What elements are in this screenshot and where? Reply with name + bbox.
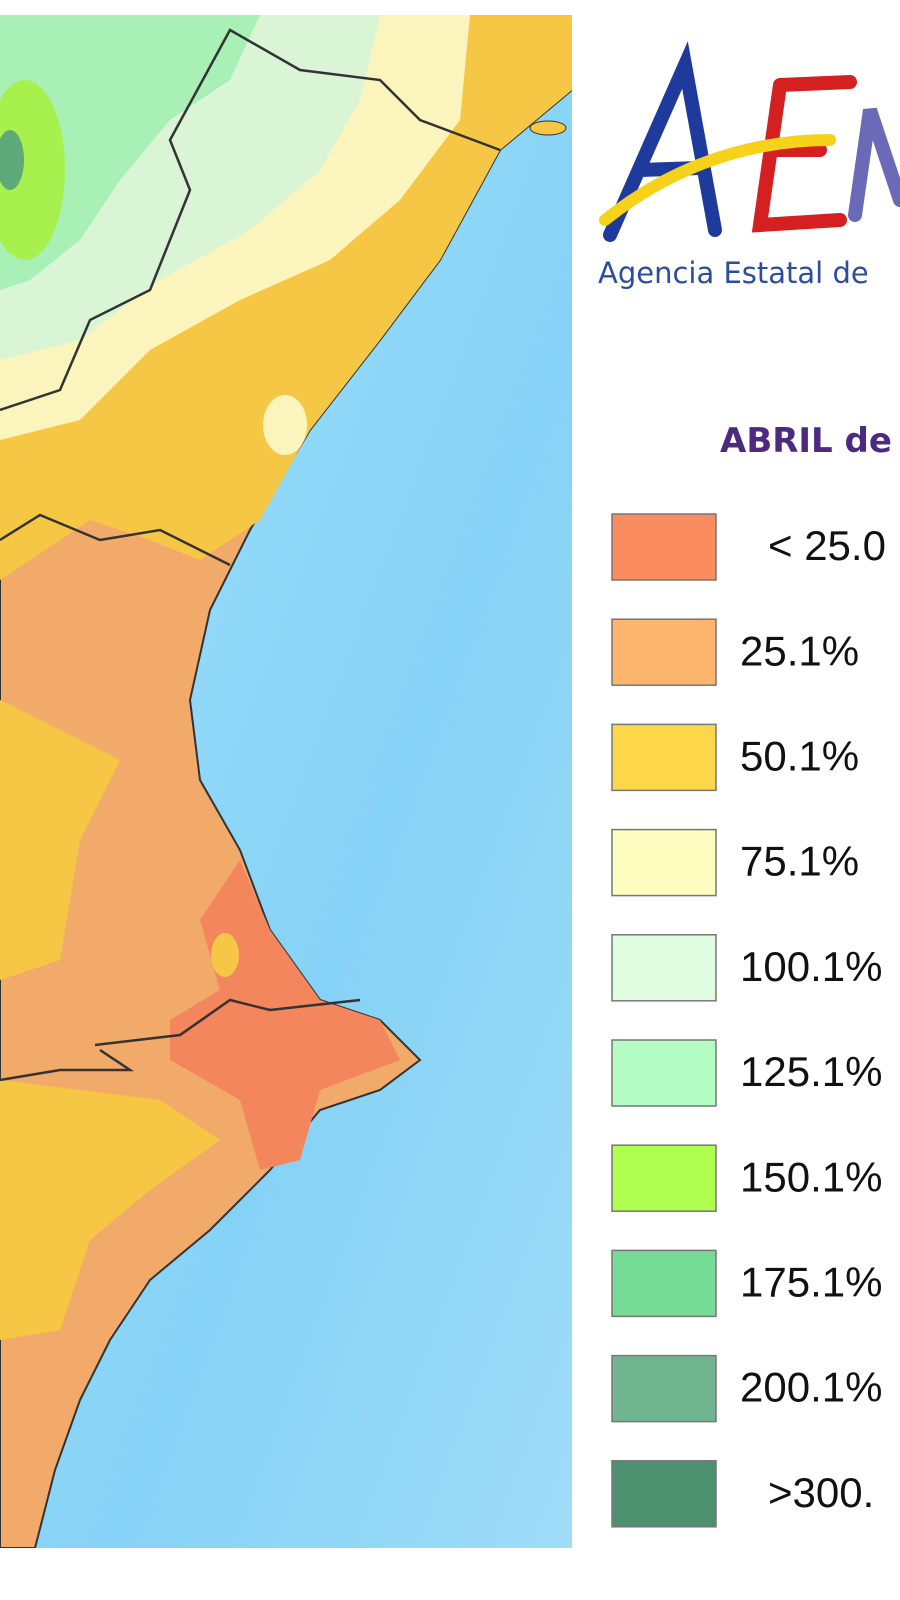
map	[0, 15, 572, 1548]
legend-swatch	[611, 513, 717, 581]
legend-label: 100.1%	[740, 943, 882, 990]
legend-swatch	[611, 828, 717, 897]
legend-label: 50.1%	[740, 732, 859, 779]
zone-yellow-south	[0, 700, 220, 1340]
legend-label: 125.1%	[740, 1048, 882, 1095]
legend-label: < 25.0	[768, 522, 886, 569]
legend-label: 200.1%	[740, 1364, 882, 1411]
zone-pale-spot	[263, 395, 307, 455]
legend-label: 25.1%	[740, 627, 859, 674]
legend-swatch	[611, 723, 717, 792]
agency-name: Agencia Estatal de	[598, 256, 869, 290]
logo-m	[848, 107, 900, 222]
logo: Agencia Estatal de	[598, 41, 900, 290]
legend-label: 175.1%	[740, 1258, 882, 1305]
legend-label: >300.	[768, 1469, 874, 1516]
borders	[0, 28, 501, 1082]
zone-green	[0, 15, 260, 290]
zone-bright	[0, 80, 65, 260]
legend-swatch	[611, 1249, 717, 1318]
legend-swatch	[611, 618, 717, 686]
legend-swatch	[611, 1354, 717, 1423]
island	[529, 120, 567, 136]
legend-swatch	[611, 1144, 717, 1212]
zone-dark	[0, 130, 24, 190]
zone-yellow-spot	[211, 933, 239, 977]
legend: < 25.0 25.1% 50.1% 75.1% 100.1% 125.1% 150.1% 1…	[611, 513, 886, 1528]
legend-label: 150.1%	[740, 1153, 882, 1200]
legend-label: 75.1%	[740, 838, 859, 885]
logo-e	[751, 75, 857, 233]
legend-swatch	[611, 934, 717, 1002]
legend-swatch	[611, 1460, 717, 1528]
legend-title: ABRIL de	[720, 421, 892, 461]
legend-swatch	[611, 1039, 717, 1107]
logo-swoosh	[599, 134, 836, 226]
